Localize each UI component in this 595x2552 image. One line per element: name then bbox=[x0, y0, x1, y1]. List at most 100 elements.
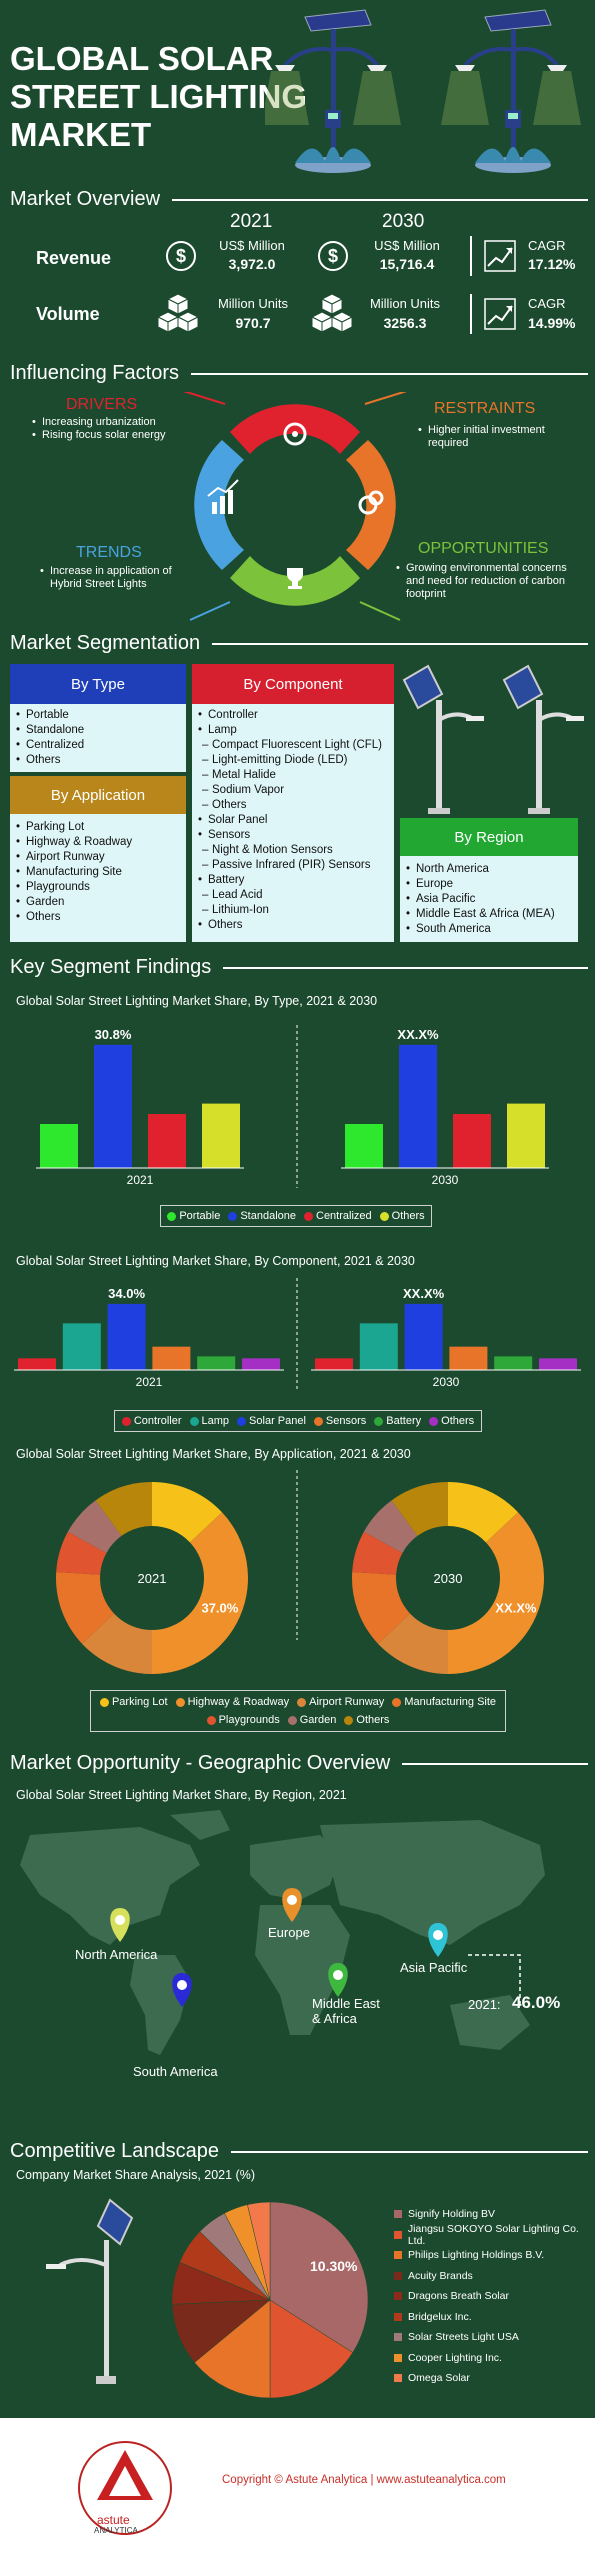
segment-item: Lamp bbox=[198, 723, 388, 738]
bar bbox=[152, 1346, 191, 1370]
segment-item: Parking Lot bbox=[16, 820, 180, 835]
legend-swatch bbox=[237, 1416, 247, 1426]
legend-label: Signify Holding BV bbox=[408, 2208, 495, 2221]
donut-chart-by-application: 37.0% 2021 XX.X% 2030 bbox=[56, 1470, 545, 1674]
money-bag-icon: $ bbox=[166, 241, 196, 271]
donut-slice bbox=[82, 1613, 152, 1674]
legend-swatch bbox=[206, 1715, 216, 1725]
legend-swatch bbox=[121, 1416, 131, 1426]
divider bbox=[470, 236, 472, 276]
opportunity-item: Growing environmental concerns and need … bbox=[396, 562, 586, 601]
segment-item: Others bbox=[198, 798, 388, 813]
legend-swatch bbox=[175, 1697, 185, 1707]
chart-title-by-type: Global Solar Street Lighting Market Shar… bbox=[16, 994, 378, 1008]
map-pin-icon bbox=[172, 1973, 192, 2007]
callout-value: 46.0% bbox=[512, 1993, 561, 2012]
segment-item: Others bbox=[16, 753, 180, 768]
by-component-header: By Component bbox=[192, 664, 394, 704]
legend-label: Others bbox=[356, 1714, 390, 1726]
pie-chart-company-share bbox=[171, 2201, 369, 2399]
slice-value-label: 37.0% bbox=[201, 1600, 238, 1615]
year-2021-label: 2021 bbox=[230, 211, 273, 232]
legend-item: Others bbox=[379, 1210, 425, 1222]
bar bbox=[453, 1114, 491, 1168]
legend-item: Controller bbox=[121, 1415, 182, 1427]
bar bbox=[202, 1103, 240, 1168]
pie-slice bbox=[269, 2299, 354, 2399]
legend-by-component: Controller Lamp Solar Panel Sensors Battery O… bbox=[114, 1410, 482, 1432]
world-map bbox=[20, 1810, 545, 2055]
legend-item: Bridgelux Inc. bbox=[394, 2307, 595, 2328]
legend-label: Others bbox=[441, 1415, 475, 1427]
legend-swatch bbox=[394, 2271, 402, 2280]
gears-icon bbox=[283, 422, 307, 446]
section-influencing-factors: Influencing Factors bbox=[10, 362, 588, 385]
logo-subtext: ANALYTICA bbox=[94, 2526, 138, 2535]
solar-street-lamps-illustration bbox=[265, 8, 583, 175]
volume-2030-value: 3256.3 bbox=[383, 315, 427, 331]
page-title: GLOBAL SOLAR STREET LIGHTING MARKET bbox=[10, 40, 307, 153]
legend-label: Solar Streets Light USA bbox=[408, 2331, 519, 2344]
legend-label: Others bbox=[391, 1210, 425, 1222]
segment-item: Lithium-Ion bbox=[198, 903, 388, 918]
region-label-middle-east-africa: Middle East & Africa bbox=[312, 1996, 380, 2026]
legend-item: Manufacturing Site bbox=[392, 1696, 496, 1708]
competitive-subtitle: Company Market Share Analysis, 2021 (%) bbox=[16, 2168, 255, 2182]
section-competitive-landscape: Competitive Landscape bbox=[10, 2140, 588, 2163]
revenue-2021-unit: US$ Million bbox=[219, 238, 285, 253]
legend-item: Airport Runway bbox=[297, 1696, 384, 1708]
by-component-list: ControllerLampCompact Fluorescent Light … bbox=[192, 704, 394, 942]
divider bbox=[470, 294, 472, 334]
pie-slice bbox=[269, 2201, 369, 2353]
drivers-segment bbox=[230, 404, 360, 454]
bar bbox=[399, 1044, 437, 1168]
segment-item: Airport Runway bbox=[16, 850, 180, 865]
donut-slice bbox=[67, 1500, 122, 1553]
bar-chart-by-type: 30.8% 2021 XX.X% 2030 bbox=[36, 1025, 549, 1188]
donut-slice bbox=[56, 1531, 107, 1575]
legend-swatch bbox=[297, 1697, 307, 1707]
donut-slice bbox=[448, 1482, 518, 1543]
legend-item: Playgrounds bbox=[206, 1714, 280, 1726]
map-pin-icon bbox=[428, 1923, 448, 1957]
copyright-text: Copyright © Astute Analytica | www.astut… bbox=[222, 2474, 506, 2486]
segment-item: Metal Halide bbox=[198, 768, 388, 783]
callout-year: 2021: bbox=[468, 1997, 501, 2012]
year-2030-label: 2030 bbox=[382, 211, 425, 232]
legend-label: Philips Lighting Holdings B.V. bbox=[408, 2249, 545, 2262]
legend-item: Centralized bbox=[304, 1210, 372, 1222]
section-market-overview: Market Overview bbox=[10, 188, 588, 211]
geo-subtitle: Global Solar Street Lighting Market Shar… bbox=[16, 1788, 347, 1802]
restraint-item: Higher initial investment required bbox=[418, 424, 578, 450]
legend-label: Controller bbox=[133, 1415, 182, 1427]
drivers-title: DRIVERS bbox=[66, 396, 138, 413]
australia-landmass bbox=[450, 1995, 530, 2050]
by-type-header: By Type bbox=[10, 664, 186, 704]
segment-item: Sodium Vapor bbox=[198, 783, 388, 798]
legend-swatch bbox=[429, 1416, 439, 1426]
segment-item: Garden bbox=[16, 895, 180, 910]
by-type-list: Portable Standalone Centralized Others bbox=[10, 704, 186, 772]
by-region-list: North America Europe Asia Pacific Middle… bbox=[400, 856, 578, 942]
segment-item: Passive Infrared (PIR) Sensors bbox=[198, 858, 388, 873]
segment-item: Compact Fluorescent Light (CFL) bbox=[198, 738, 388, 753]
segment-item: Standalone bbox=[16, 723, 180, 738]
by-application-header: By Application bbox=[10, 776, 186, 814]
legend-label: Garden bbox=[299, 1714, 337, 1726]
legend-item: Others bbox=[429, 1415, 474, 1427]
volume-label: Volume bbox=[36, 304, 100, 324]
bar bbox=[449, 1346, 488, 1370]
legend-swatch bbox=[394, 2333, 402, 2342]
bar-value-label: XX.X% bbox=[403, 1286, 445, 1301]
bar bbox=[94, 1044, 132, 1168]
revenue-2030-unit: US$ Million bbox=[374, 238, 440, 253]
region-pins bbox=[110, 1888, 521, 2007]
region-label-europe: Europe bbox=[268, 1925, 310, 1940]
volume-cagr-value: 14.99% bbox=[528, 315, 576, 331]
donut-slice bbox=[352, 1571, 411, 1644]
legend-item: Dragons Breath Solar bbox=[394, 2286, 595, 2307]
cubes-icon bbox=[310, 293, 354, 333]
segment-item: Highway & Roadway bbox=[16, 835, 180, 850]
legend-item: Solar Streets Light USA bbox=[394, 2327, 595, 2348]
legend-item: Others bbox=[344, 1714, 389, 1726]
